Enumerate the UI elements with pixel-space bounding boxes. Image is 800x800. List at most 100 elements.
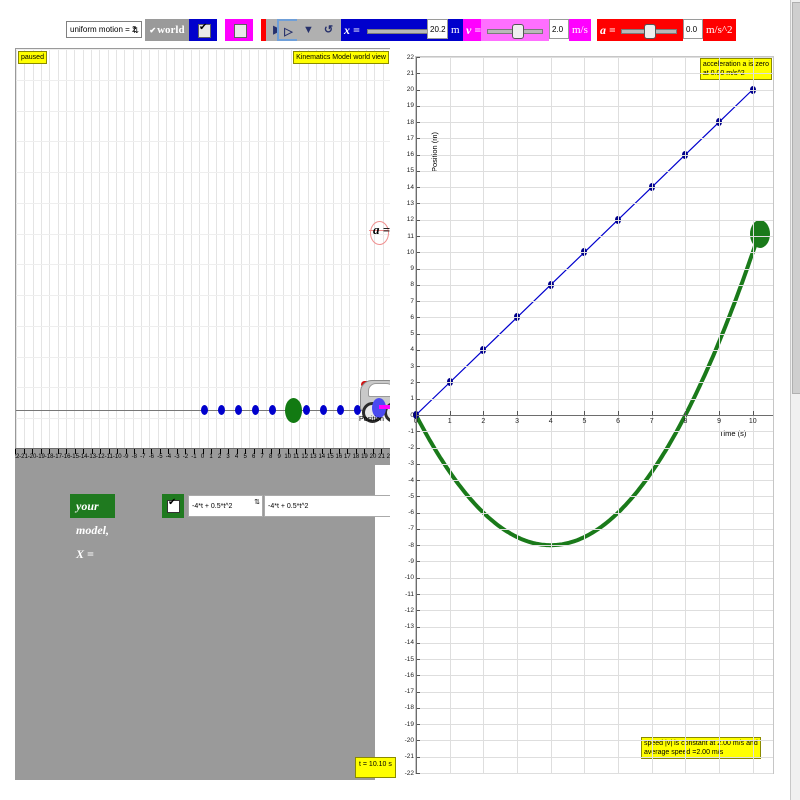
scrollbar-thumb[interactable] [792, 2, 800, 394]
x-slider-value[interactable]: 20.2 [427, 19, 448, 39]
model-position-curve [416, 230, 762, 548]
chart-gridline-horizontal [416, 463, 773, 465]
v-slider-unit: m/s [569, 19, 591, 41]
world-view-panel[interactable]: paused Kinematics Model world view [15, 48, 391, 449]
world-gridline [257, 49, 259, 449]
chart-gridline-horizontal [416, 154, 773, 156]
chart-plot-area[interactable]: Position (m) Time (s) acceleration a is … [405, 54, 774, 777]
chevron-down-icon: ▼ [303, 24, 314, 36]
ruler-label: 4 [234, 454, 239, 460]
y-tick-label: 19 [406, 102, 414, 110]
ruler-tick [83, 449, 85, 454]
y-tick-mark [416, 284, 420, 286]
y-tick-label: -22 [404, 769, 414, 777]
up-down-arrows-icon: ⇅ [132, 26, 139, 35]
v-slider-track[interactable] [481, 19, 549, 41]
x-tick-mark [483, 411, 485, 415]
world-ruler: -22-21-20-19-18-17-16-15-14-13-12-11-10-… [15, 448, 390, 465]
y-tick-label: 10 [406, 248, 414, 256]
y-tick-label: -5 [408, 492, 414, 500]
y-tick-label: 0 [410, 411, 414, 419]
ruler-label: 16 [335, 454, 343, 460]
y-tick-mark [416, 756, 420, 758]
x-tick-mark [752, 411, 754, 415]
chart-gridline-horizontal [416, 773, 773, 774]
world-toggle-button[interactable]: ✔world [145, 19, 189, 41]
model-expression-select-value: -4*t + 0.5*t^2 [192, 503, 233, 510]
x-slider-label: x = [341, 19, 363, 41]
v-slider-value[interactable]: 2.0 [549, 19, 569, 39]
chart-gridline-horizontal [416, 349, 773, 351]
v-slider[interactable]: v = [463, 19, 549, 41]
x-tick-mark [449, 411, 451, 415]
acceleration-vector-label: a = [368, 218, 402, 252]
ruler-tick [142, 449, 144, 454]
magenta-trace-toggle[interactable] [225, 19, 253, 41]
x-tick-label: 9 [717, 418, 722, 425]
ruler-label: -22 [15, 454, 20, 460]
x-tick-label: 5 [582, 418, 587, 425]
ruler-label: -19 [36, 454, 45, 460]
blue-trace-toggle[interactable] [189, 19, 217, 41]
ruler-tick [32, 449, 34, 454]
ruler-label: 13 [309, 454, 317, 460]
acceleration-circle-icon [370, 221, 389, 245]
ruler-tick [381, 449, 383, 454]
y-tick-label: 7 [410, 297, 414, 305]
ruler-label: 22 [386, 454, 390, 460]
v-slider-knob[interactable] [512, 24, 524, 39]
y-tick-label: 14 [406, 183, 414, 191]
checkbox-icon [198, 22, 211, 38]
ruler-tick [304, 449, 306, 454]
world-position-marker [319, 405, 327, 415]
world-gridline [249, 49, 251, 449]
x-tick-label: 1 [447, 418, 452, 425]
chart-gridline-horizontal [416, 73, 773, 75]
x-axis [416, 415, 773, 416]
a-slider-knob[interactable] [644, 24, 656, 39]
a-slider-track[interactable] [615, 19, 683, 41]
step-forward-icon: ▷ [284, 26, 293, 38]
y-tick-mark [416, 187, 420, 189]
reset-icon: ↺ [323, 24, 334, 36]
world-gridline [207, 49, 209, 449]
your-model-checkbox[interactable] [162, 494, 184, 518]
check-icon: ✔ [149, 26, 157, 35]
y-tick-mark [416, 480, 420, 482]
ruler-tick [236, 449, 238, 454]
y-tick-mark [416, 626, 420, 628]
ruler-label: 5 [243, 454, 247, 460]
motion-mode-select[interactable]: uniform motion = 2 ⇅ [66, 21, 142, 38]
ruler-label: -7 [140, 454, 146, 460]
vertical-scrollbar[interactable] [790, 0, 800, 800]
world-gridline [16, 387, 391, 389]
world-gridline [307, 49, 309, 449]
dropdown-button[interactable]: ▼ [297, 19, 320, 41]
ruler-tick [321, 449, 323, 454]
a-slider-value[interactable]: 0.0 [683, 19, 703, 39]
ruler-tick [245, 449, 247, 454]
model-expression-select[interactable]: -4*t + 0.5*t^2 ⇅ [188, 495, 263, 517]
y-tick-label: -19 [404, 720, 414, 728]
chart-gridline-horizontal [416, 512, 773, 514]
world-gridline [216, 49, 217, 449]
ruler-tick [313, 449, 315, 454]
world-gridline [74, 49, 76, 449]
ruler-tick [49, 449, 51, 454]
world-gridline [57, 49, 59, 449]
position-time-chart[interactable]: Position (m) Time (s) acceleration a is … [390, 48, 785, 780]
world-gridline [141, 49, 142, 449]
world-position-marker [268, 405, 276, 415]
chart-gridline-horizontal [416, 252, 773, 254]
a-slider[interactable]: a = [597, 19, 683, 41]
chart-gridline-horizontal [416, 707, 773, 709]
model-expression-input[interactable]: -4*t + 0.5*t^2 [264, 495, 399, 517]
world-gridline [82, 49, 84, 449]
y-tick-mark [416, 675, 420, 677]
world-gridline [107, 49, 109, 449]
ruler-label: 15 [326, 454, 334, 460]
reset-button[interactable]: ↺ [317, 19, 340, 41]
world-gridline [16, 79, 391, 81]
y-tick-mark [416, 691, 420, 693]
